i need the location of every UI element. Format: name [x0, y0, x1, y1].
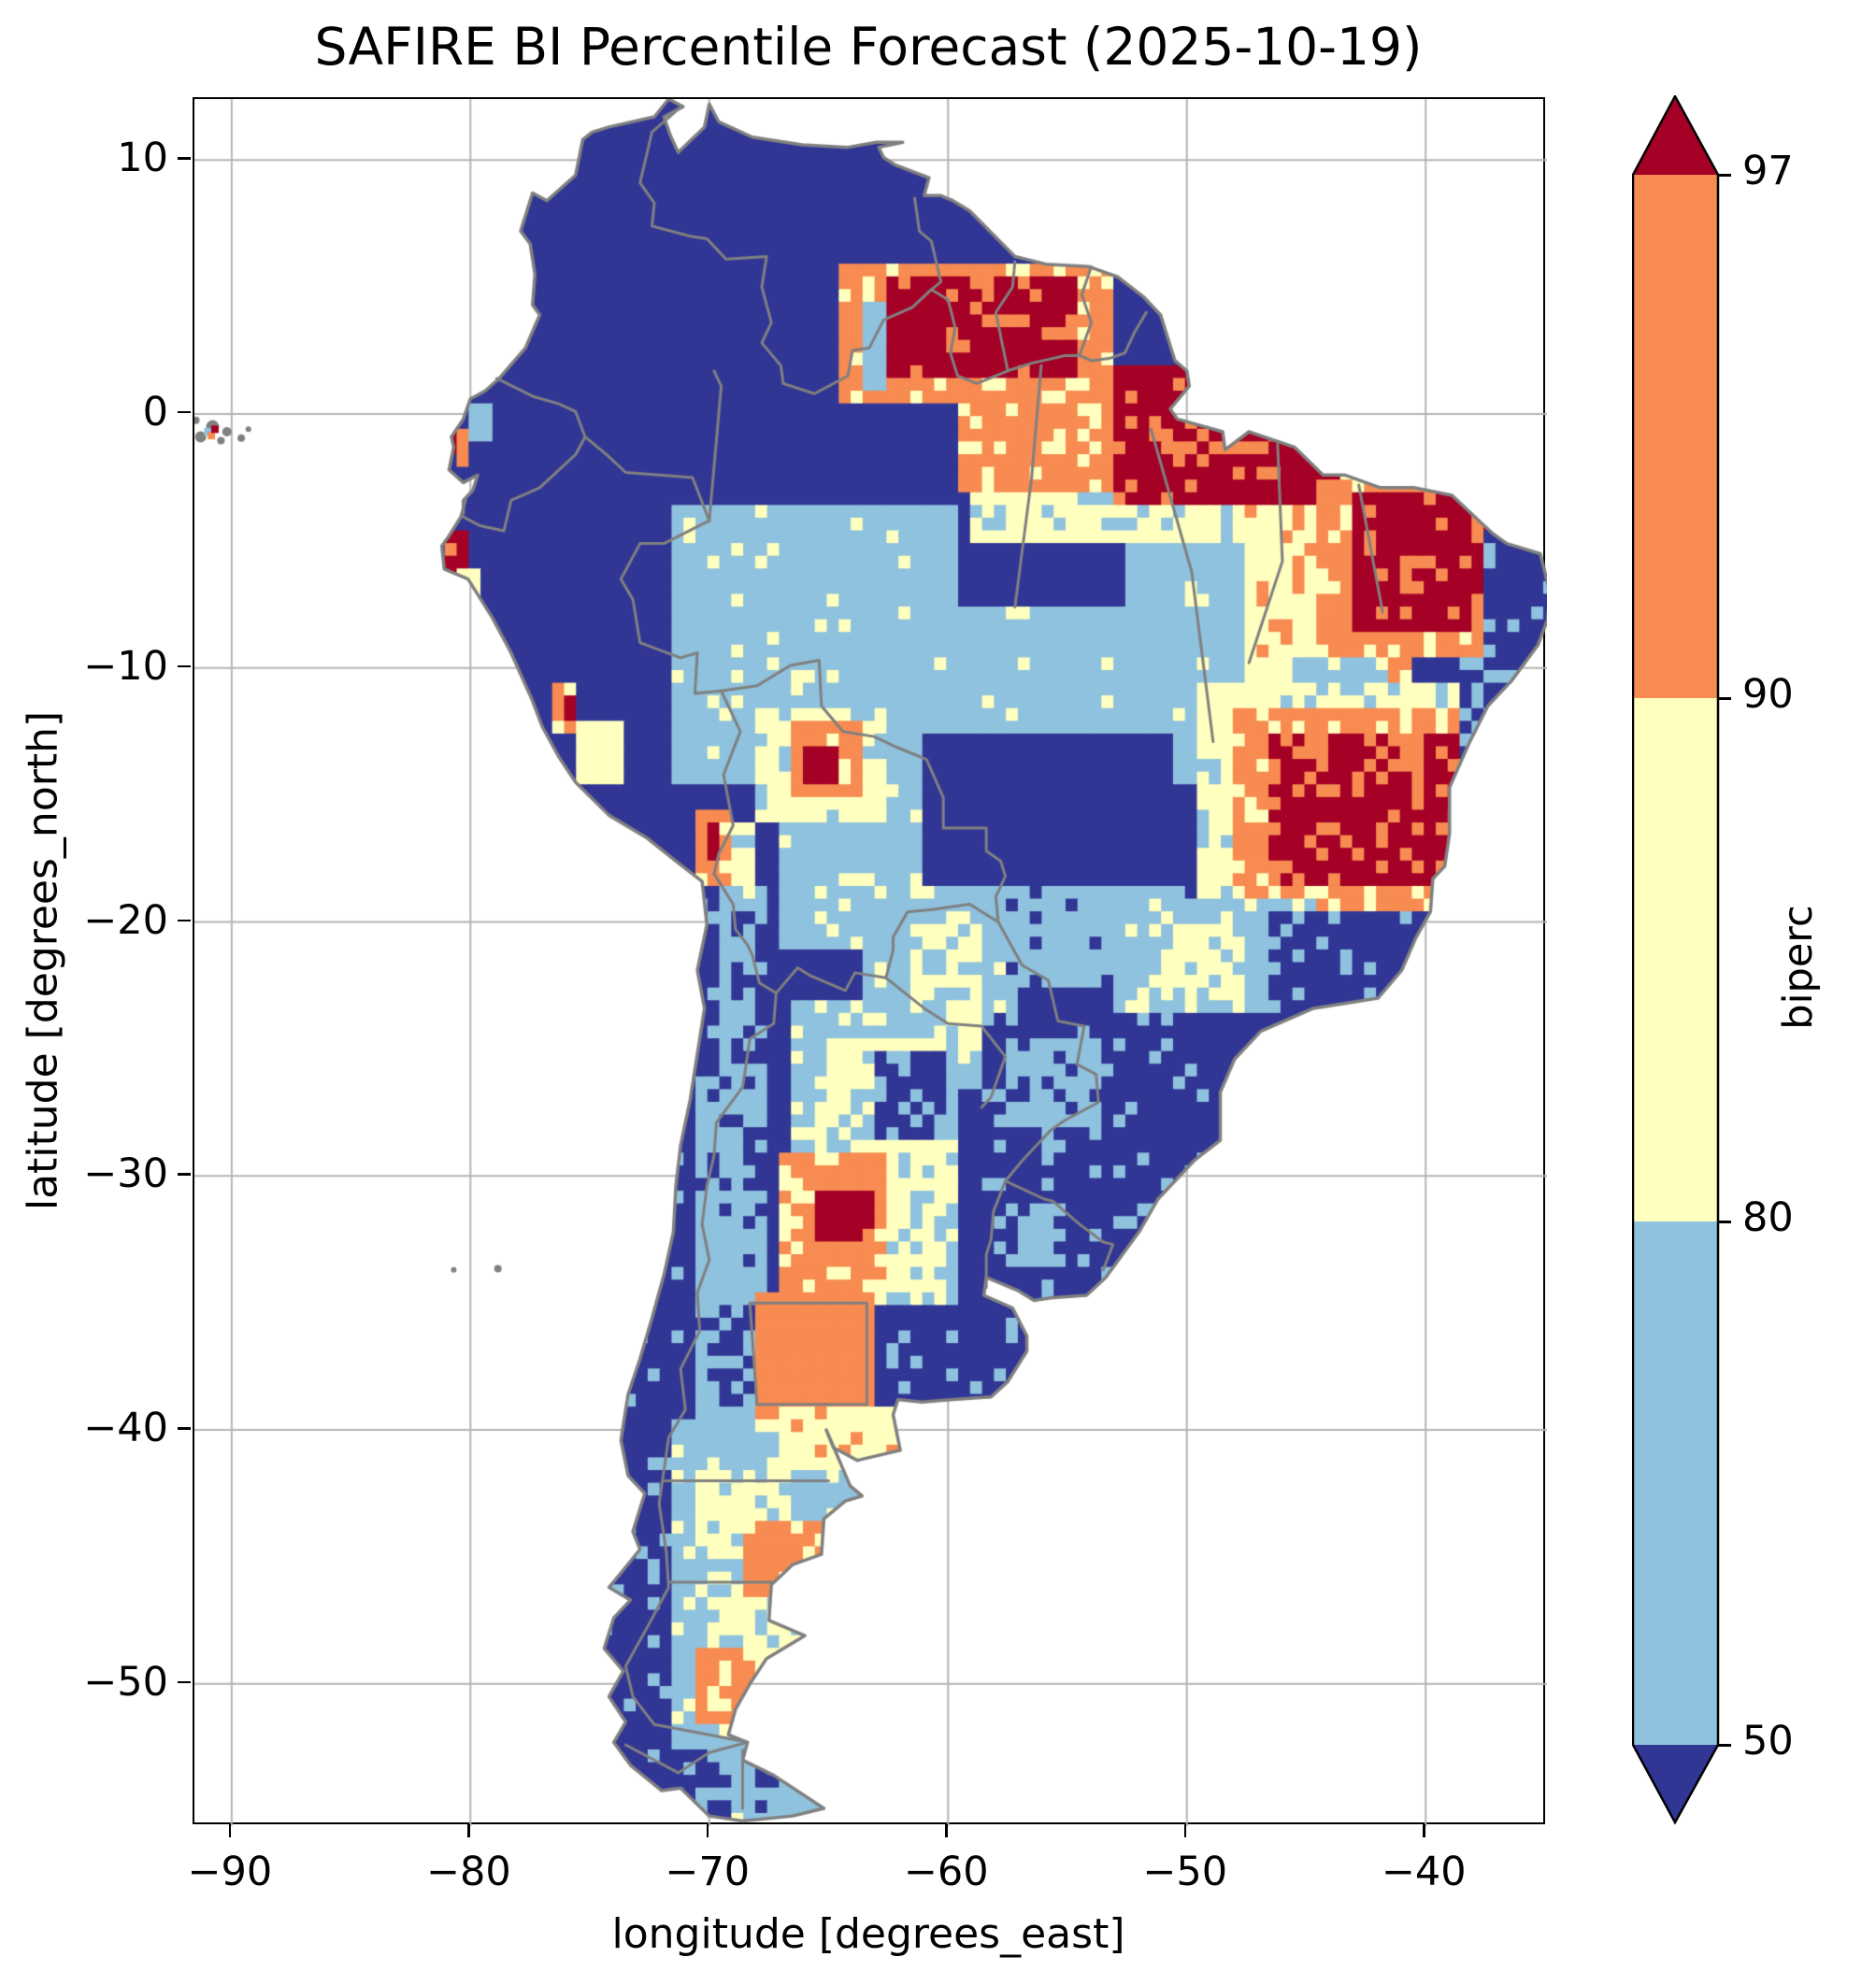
chart-title: SAFIRE BI Percentile Forecast (2025-10-1… — [314, 17, 1423, 77]
colorbar-extend-max — [1633, 96, 1718, 175]
y-tick-label: −50 — [83, 1658, 168, 1706]
x-tick-label: −50 — [1142, 1849, 1228, 1895]
y-tick-label: −40 — [83, 1405, 168, 1452]
y-tick-label: −30 — [83, 1150, 168, 1198]
y-tick-mark — [178, 1173, 191, 1176]
y-tick-mark — [178, 1427, 191, 1430]
colorbar — [1632, 95, 1720, 1825]
south-america-map-canvas — [194, 99, 1547, 1826]
x-tick-mark — [1423, 1824, 1425, 1837]
x-tick-mark — [945, 1824, 948, 1837]
colorbar-tick-label: 50 — [1742, 1718, 1794, 1764]
y-axis-label: latitude [degrees_north] — [19, 710, 67, 1211]
map-plot-area — [193, 97, 1547, 1826]
x-tick-label: −80 — [425, 1849, 511, 1895]
y-tick-mark — [178, 157, 191, 160]
colorbar-tick-mark — [1718, 174, 1731, 177]
x-tick-mark — [228, 1824, 232, 1837]
colorbar-tick-mark — [1718, 697, 1731, 700]
x-tick-label: −90 — [187, 1849, 273, 1895]
x-tick-mark — [467, 1824, 470, 1837]
colorbar-seg-90-97 — [1633, 175, 1718, 698]
y-tick-label: 10 — [117, 135, 168, 182]
colorbar-tick-label: 97 — [1742, 148, 1794, 194]
x-tick-label: −70 — [665, 1849, 751, 1895]
y-tick-mark — [178, 919, 191, 922]
y-tick-label: −20 — [83, 896, 168, 944]
y-tick-label: 0 — [142, 388, 168, 436]
colorbar-seg-80-90 — [1633, 698, 1718, 1221]
x-tick-label: −60 — [903, 1849, 989, 1895]
x-tick-label: −40 — [1381, 1849, 1467, 1895]
y-tick-mark — [178, 664, 191, 668]
x-tick-mark — [706, 1824, 709, 1837]
x-tick-mark — [1183, 1824, 1187, 1837]
colorbar-tick-mark — [1718, 1744, 1731, 1747]
colorbar-seg-50-80 — [1633, 1221, 1718, 1745]
colorbar-extend-min — [1633, 1745, 1718, 1822]
colorbar-tick-mark — [1718, 1221, 1731, 1223]
y-tick-mark — [178, 410, 191, 414]
y-tick-mark — [178, 1680, 191, 1684]
colorbar-label: biperc — [1775, 905, 1822, 1030]
x-axis-label: longitude [degrees_east] — [611, 1910, 1125, 1958]
colorbar-tick-label: 90 — [1742, 671, 1794, 718]
y-tick-label: −10 — [83, 642, 168, 690]
colorbar-tick-label: 80 — [1742, 1194, 1794, 1241]
